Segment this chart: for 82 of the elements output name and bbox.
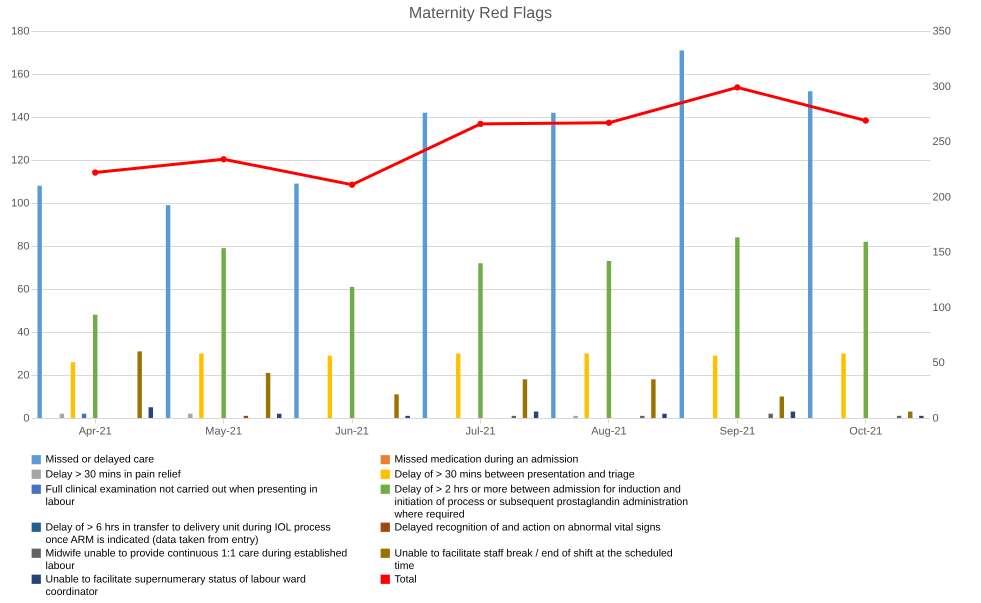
y-tick-label: 40 bbox=[17, 326, 30, 338]
bar bbox=[221, 248, 226, 418]
legend-label: Delay of > 6 hrs in transfer to delivery unit during IOL process once ARM is indicated (data taken from entry) bbox=[46, 521, 331, 546]
bar bbox=[350, 286, 354, 418]
bar bbox=[294, 184, 299, 418]
bar bbox=[328, 356, 332, 418]
legend-label: Full clinical examination not carried out when presenting in labour bbox=[46, 483, 318, 508]
bar bbox=[60, 414, 64, 418]
x-tick-label: May-21 bbox=[205, 426, 242, 438]
bar bbox=[780, 396, 784, 418]
legend-label: Unable to facilitate staff break / end of shift at the scheduled time bbox=[394, 547, 673, 572]
y-tick-label: 80 bbox=[17, 240, 30, 252]
bar bbox=[37, 186, 42, 418]
x-tick-label: Sep-21 bbox=[720, 426, 756, 438]
bar bbox=[551, 112, 556, 418]
legend-label: Delay of > 30 mins between presentation and triage bbox=[394, 468, 635, 480]
point bbox=[92, 169, 98, 176]
legend-label: Delayed recognition of and action on abnormal vital signs bbox=[394, 521, 661, 534]
bar bbox=[394, 394, 399, 418]
legend-label: Midwife unable to provide continuous 1:1 care during established labour bbox=[46, 547, 348, 572]
y2-tick-label: 350 bbox=[932, 26, 951, 38]
bar bbox=[606, 261, 612, 418]
bar bbox=[92, 314, 98, 418]
point bbox=[220, 156, 227, 162]
bar bbox=[276, 414, 282, 418]
y-tick-label: 180 bbox=[11, 26, 30, 38]
y2-tick-label: 150 bbox=[932, 246, 951, 259]
bar bbox=[808, 91, 812, 418]
bar bbox=[790, 412, 796, 418]
bar bbox=[680, 50, 684, 418]
bar bbox=[908, 412, 912, 418]
legend-label: Delay > 30 mins in pain relief bbox=[46, 468, 181, 480]
bar bbox=[534, 412, 538, 418]
bar bbox=[166, 205, 170, 418]
x-tick-label: Apr-21 bbox=[78, 426, 112, 438]
bar bbox=[188, 414, 193, 418]
bar bbox=[712, 356, 718, 418]
bar bbox=[478, 263, 483, 418]
point bbox=[606, 120, 612, 126]
x-tick-label: Oct-21 bbox=[849, 426, 882, 438]
y2-tick-label: 200 bbox=[932, 191, 951, 204]
bar bbox=[584, 354, 589, 418]
bar bbox=[199, 354, 204, 418]
bar bbox=[70, 362, 76, 418]
bar bbox=[662, 414, 667, 418]
point bbox=[862, 117, 869, 124]
y-tick-label: 120 bbox=[11, 154, 30, 166]
bar bbox=[82, 414, 86, 418]
bar bbox=[864, 242, 868, 418]
y-tick-label: 100 bbox=[11, 198, 30, 210]
bar bbox=[148, 407, 154, 418]
x-tick-label: Jun-21 bbox=[335, 426, 369, 438]
y2-tick-label: 100 bbox=[932, 302, 951, 314]
y2-tick-label: 0 bbox=[932, 412, 939, 424]
legend-label: Missed or delayed care bbox=[46, 454, 154, 466]
x-tick-label: Jul-21 bbox=[466, 426, 496, 438]
y2-tick-label: 300 bbox=[932, 80, 951, 93]
y2-tick-label: 250 bbox=[932, 136, 951, 148]
y-tick-label: 160 bbox=[11, 68, 30, 80]
point bbox=[734, 84, 741, 91]
x-tick-label: Aug-21 bbox=[591, 426, 627, 438]
bar bbox=[422, 112, 428, 418]
bar bbox=[137, 351, 142, 418]
y-tick-label: 60 bbox=[17, 284, 30, 296]
y-tick-label: 0 bbox=[23, 412, 30, 424]
bar bbox=[735, 237, 740, 418]
legend-label: Unable to facilitate supernumerary status of labour ward coordinator bbox=[46, 573, 306, 598]
bar bbox=[651, 379, 656, 418]
legend-label: Missed medication during an admission bbox=[394, 454, 579, 466]
bar bbox=[456, 354, 460, 418]
bar bbox=[266, 372, 270, 418]
point bbox=[477, 120, 484, 128]
bar bbox=[522, 379, 528, 418]
legend-label: Delay of > 2 hrs or more between admission for induction and initiation of process or subsequent prostaglandin administration where required bbox=[394, 483, 688, 520]
y-tick-label: 20 bbox=[17, 370, 30, 382]
bar bbox=[841, 354, 846, 418]
bar bbox=[768, 414, 773, 418]
chart-title: Maternity Red Flags bbox=[408, 5, 552, 22]
point bbox=[348, 182, 356, 188]
y2-tick-label: 50 bbox=[932, 357, 945, 370]
y-tick-label: 140 bbox=[11, 112, 30, 124]
legend-label: Total bbox=[394, 573, 417, 586]
